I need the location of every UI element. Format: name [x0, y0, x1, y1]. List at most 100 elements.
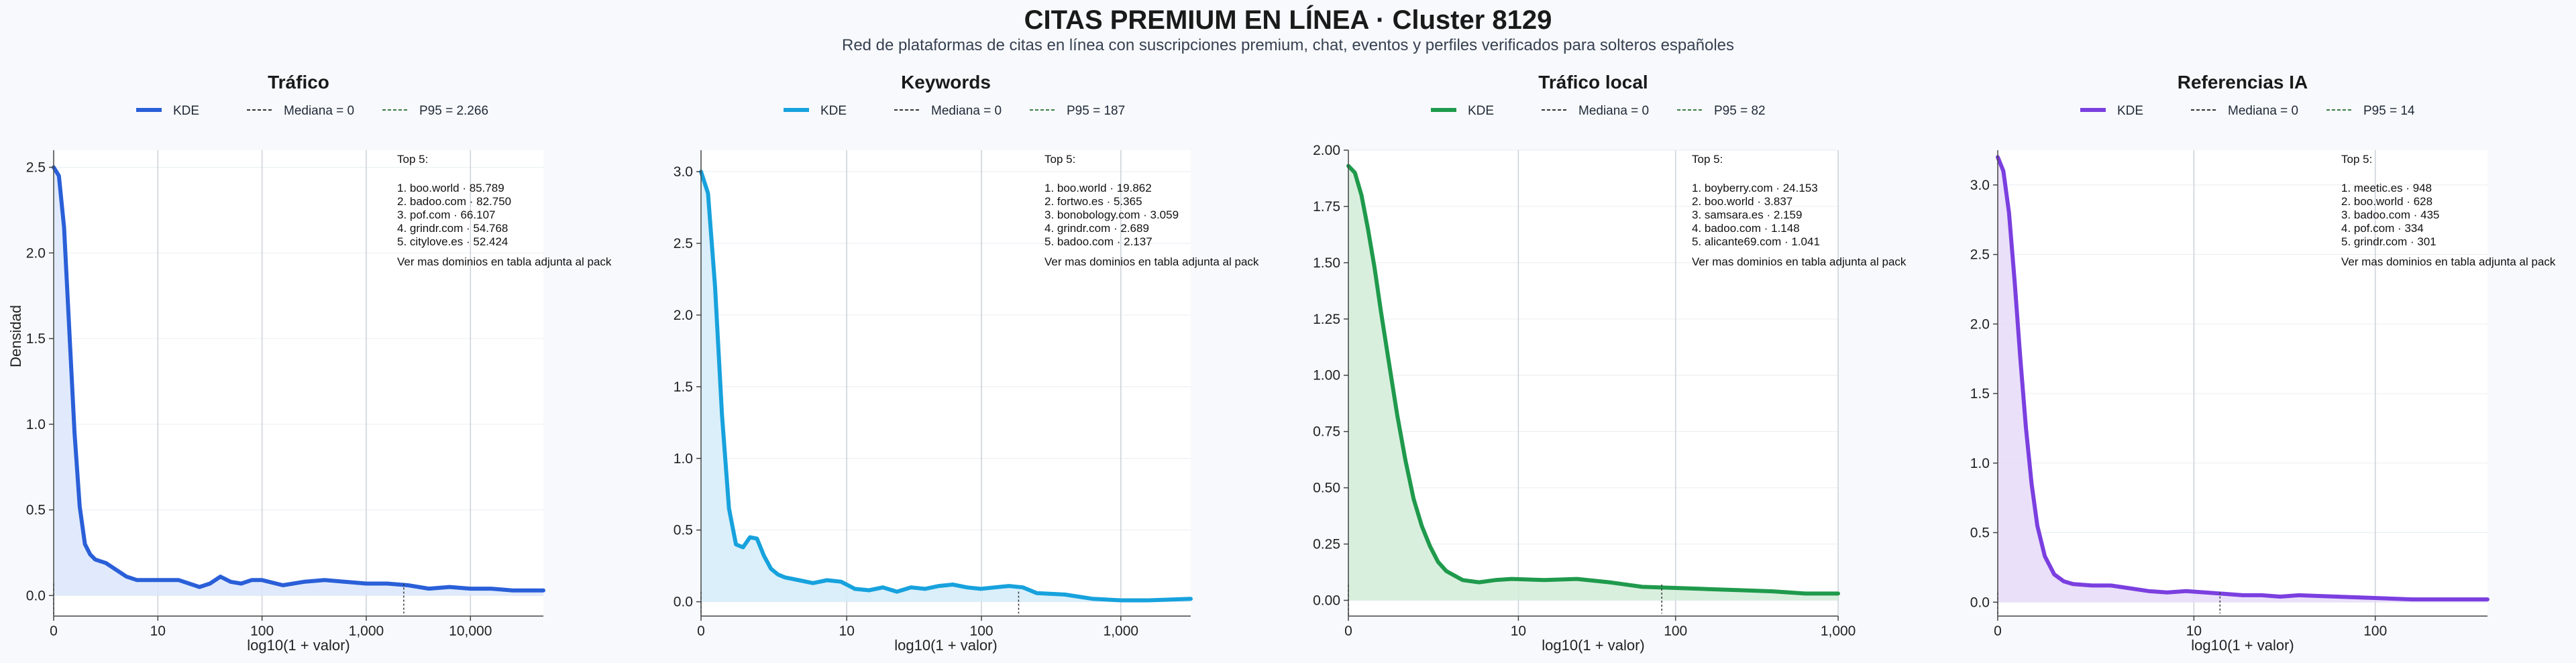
- x-tick-label: 1,000: [349, 623, 384, 639]
- x-tick-label: 0: [697, 623, 705, 639]
- x-tick-label: 10: [839, 623, 855, 639]
- x-tick-label: 0: [1344, 623, 1352, 639]
- y-tick-label: 1.25: [1313, 312, 1340, 327]
- annotation-item: 4. grindr.com · 54.768: [397, 222, 508, 235]
- legend-kde-label: KDE: [1468, 104, 1494, 118]
- plot-area: [701, 150, 1191, 616]
- page-title: CITAS PREMIUM EN LÍNEA · Cluster 8129: [1024, 5, 1552, 35]
- y-tick-label: 1.0: [674, 451, 693, 467]
- legend-p95-label: P95 = 82: [1714, 104, 1766, 118]
- annotation-item: 3. samsara.es · 2.159: [1692, 208, 1802, 221]
- legend-p95-label: P95 = 2.266: [419, 104, 488, 118]
- annotation-item: 1. meetic.es · 948: [2341, 182, 2432, 194]
- chart-panel-1: 0.0 0.5 1.0 1.5 2.0 2.5 0 10 100 1,000 10,000 log10…: [7, 72, 612, 654]
- x-axis-label: log10(1 + valor): [894, 637, 997, 654]
- x-tick-label: 10,000: [449, 623, 492, 639]
- chart-panel-4: 0.0 0.5 1.0 1.5 2.0 2.5 3.0 0 10 100 log10(1 + val…: [1970, 72, 2556, 654]
- legend-kde-label: KDE: [173, 104, 199, 118]
- annotation-item: 2. badoo.com · 82.750: [397, 195, 511, 208]
- x-tick-label: 100: [2363, 623, 2387, 639]
- annotation-item: 3. badoo.com · 435: [2341, 208, 2439, 221]
- y-tick-label: 1.5: [26, 331, 46, 347]
- annotation-heading: Top 5:: [2341, 153, 2372, 166]
- panel-title: Tráfico local: [1538, 72, 1648, 93]
- chart-panel-2: 0.0 0.5 1.0 1.5 2.0 2.5 3.0 0 10 100 1,000 log10(1 …: [674, 72, 1259, 654]
- kde-line: [699, 170, 1193, 603]
- panel-title: Keywords: [901, 72, 991, 93]
- annotation-item: 1. boo.world · 19.862: [1044, 182, 1152, 194]
- annotation-item: 2. boo.world · 628: [2341, 195, 2432, 208]
- annotation-footer: Ver mas dominios en tabla adjunta al pac…: [397, 255, 612, 268]
- y-tick-label: 3.0: [1970, 178, 1990, 193]
- annotation-footer: Ver mas dominios en tabla adjunta al pac…: [2341, 255, 2556, 268]
- panel-title: Referencias IA: [2178, 72, 2308, 93]
- annotation-footer: Ver mas dominios en tabla adjunta al pac…: [1692, 255, 1907, 268]
- x-tick-label: 100: [970, 623, 994, 639]
- y-tick-label: 2.0: [26, 245, 46, 261]
- y-tick-label: 2.0: [674, 308, 693, 323]
- y-tick-label: 2.5: [1970, 247, 1990, 263]
- y-tick-label: 2.5: [26, 160, 46, 176]
- annotation-heading: Top 5:: [1692, 153, 1723, 166]
- legend-p95-label: P95 = 187: [1067, 104, 1125, 118]
- annotation-item: 2. fortwo.es · 5.365: [1044, 195, 1142, 208]
- y-tick-label: 1.00: [1313, 368, 1340, 383]
- x-tick-label: 10: [150, 623, 166, 639]
- legend-median-label: Mediana = 0: [1578, 104, 1649, 118]
- y-tick-label: 0.0: [674, 595, 693, 610]
- y-axis-label: Densidad: [7, 305, 24, 367]
- y-tick-label: 1.50: [1313, 255, 1340, 271]
- chart-panel-3: 0.00 0.25 0.50 0.75 1.00 1.25 1.50 1.75 2.00 0 10 1…: [1313, 72, 1907, 654]
- y-tick-label: 0.50: [1313, 481, 1340, 496]
- legend: KDE Mediana = 0 P95 = 82: [1431, 104, 1766, 118]
- x-axis-label: log10(1 + valor): [1542, 637, 1644, 654]
- kde-line: [52, 165, 545, 593]
- y-tick-label: 0.5: [674, 523, 693, 538]
- x-tick-label: 1,000: [1104, 623, 1139, 639]
- annotation-heading: Top 5:: [397, 153, 428, 166]
- plot-area: [1998, 150, 2487, 616]
- annotation-heading: Top 5:: [1044, 153, 1075, 166]
- y-tick-label: 0.25: [1313, 537, 1340, 552]
- x-tick-label: 0: [50, 623, 58, 639]
- y-tick-label: 0.0: [1970, 595, 1990, 610]
- x-tick-label: 100: [1664, 623, 1687, 639]
- y-tick-label: 1.75: [1313, 199, 1340, 215]
- annotation-item: 4. badoo.com · 1.148: [1692, 222, 1800, 235]
- legend-p95-label: P95 = 14: [2363, 104, 2415, 118]
- x-tick-label: 100: [250, 623, 274, 639]
- legend: KDE Mediana = 0 P95 = 14: [2080, 104, 2415, 118]
- annotation-item: 1. boyberry.com · 24.153: [1692, 182, 1818, 194]
- x-axis-label: log10(1 + valor): [2191, 637, 2294, 654]
- annotation-item: 1. boo.world · 85.789: [397, 182, 504, 194]
- y-tick-label: 0.5: [1970, 526, 1990, 541]
- annotation-item: 3. bonobology.com · 3.059: [1044, 208, 1179, 221]
- kde-line: [1346, 164, 1840, 596]
- annotation-item: 4. grindr.com · 2.689: [1044, 222, 1149, 235]
- x-axis-label: log10(1 + valor): [247, 637, 350, 654]
- x-tick-label: 10: [2186, 623, 2202, 639]
- annotation-item: 5. grindr.com · 301: [2341, 235, 2436, 248]
- annotation-item: 2. boo.world · 3.837: [1692, 195, 1792, 208]
- legend-kde-label: KDE: [2117, 104, 2143, 118]
- y-tick-label: 0.75: [1313, 424, 1340, 440]
- y-tick-label: 2.00: [1313, 143, 1340, 158]
- y-tick-label: 1.5: [674, 379, 693, 395]
- kde-area: [701, 172, 1191, 602]
- y-tick-label: 2.5: [674, 236, 693, 251]
- legend-median-label: Mediana = 0: [2228, 104, 2298, 118]
- plot-area: [54, 150, 543, 616]
- annotation-footer: Ver mas dominios en tabla adjunta al pac…: [1044, 255, 1259, 268]
- legend-median-label: Mediana = 0: [931, 104, 1002, 118]
- y-tick-label: 0.5: [26, 503, 46, 518]
- panel-title: Tráfico: [268, 72, 329, 93]
- page-subtitle: Red de plataformas de citas en línea con…: [841, 36, 1735, 54]
- annotation-item: 5. badoo.com · 2.137: [1044, 235, 1152, 248]
- annotation-item: 3. pof.com · 66.107: [397, 208, 495, 221]
- x-tick-label: 0: [1994, 623, 2002, 639]
